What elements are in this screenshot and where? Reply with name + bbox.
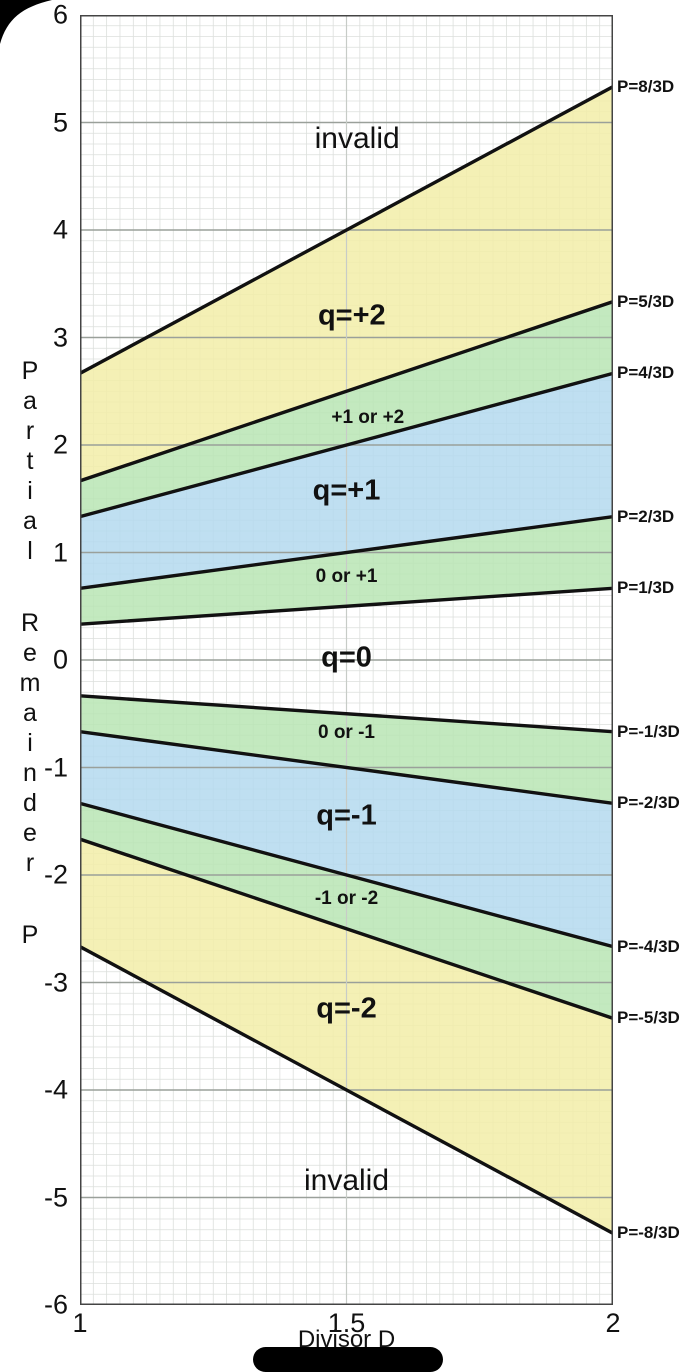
line-label: P=-2/3D xyxy=(617,793,680,813)
region-label: 0 or -1 xyxy=(317,722,376,744)
boundary-line xyxy=(80,837,613,1021)
boundary-line xyxy=(80,586,613,626)
boundary-lines xyxy=(80,84,613,1236)
x-tick-label: 1.5 xyxy=(327,1308,366,1338)
y-tick-label: 4 xyxy=(52,214,68,245)
line-label: P=5/3D xyxy=(617,291,675,311)
line-label: P=2/3D xyxy=(617,506,675,526)
region-label: q=+1 xyxy=(312,474,381,507)
boundary-line xyxy=(80,801,613,949)
line-label: P=-4/3D xyxy=(617,936,680,956)
region-label: invalid xyxy=(303,1164,390,1198)
region-label: -1 or -2 xyxy=(314,887,379,909)
bottom-bar-decoration xyxy=(253,1347,443,1372)
y-tick-label: -6 xyxy=(43,1289,68,1320)
y-tick-label: 6 xyxy=(52,0,68,30)
plot-area xyxy=(80,15,613,1305)
plot-frame xyxy=(80,15,613,1305)
y-tick-label: 5 xyxy=(52,107,68,137)
region-label: invalid xyxy=(314,121,400,155)
boundary-line xyxy=(80,371,613,519)
region-label: 0 or +1 xyxy=(315,566,378,588)
region-label: q=-2 xyxy=(316,992,377,1025)
line-label: P=-5/3D xyxy=(617,1008,680,1028)
boundary-line xyxy=(80,729,613,806)
region-label: q=0 xyxy=(321,641,372,674)
boundary-line xyxy=(80,944,613,1236)
y-tick-label: -3 xyxy=(43,967,68,997)
line-label: P=-8/3D xyxy=(617,1223,680,1243)
y-axis-title-word: P xyxy=(21,921,39,949)
x-tick-label: 1 xyxy=(72,1308,88,1338)
region-label: +1 or +2 xyxy=(331,407,405,429)
x-tick-label: 2 xyxy=(605,1308,621,1338)
y-tick-label: 2 xyxy=(52,429,68,460)
line-label: P=-1/3D xyxy=(617,721,680,741)
region-label: q=-1 xyxy=(316,799,377,832)
line-label: P=1/3D xyxy=(617,578,675,598)
boundary-line xyxy=(80,299,613,483)
line-label: P=4/3D xyxy=(617,363,675,383)
top-left-corner-decoration xyxy=(0,0,52,44)
y-tick-label: 0 xyxy=(52,644,68,675)
region-label: q=+2 xyxy=(317,299,386,332)
y-tick-label: 1 xyxy=(52,537,68,567)
y-tick-label: -4 xyxy=(43,1074,68,1105)
y-tick-label: -2 xyxy=(43,859,68,890)
y-tick-label: -5 xyxy=(43,1182,68,1212)
line-label: P=8/3D xyxy=(617,76,675,96)
boundary-line xyxy=(80,514,613,591)
y-tick-label: -1 xyxy=(43,752,68,782)
boundary-line xyxy=(80,694,613,734)
boundary-line xyxy=(80,84,613,376)
y-tick-label: 3 xyxy=(52,322,68,352)
